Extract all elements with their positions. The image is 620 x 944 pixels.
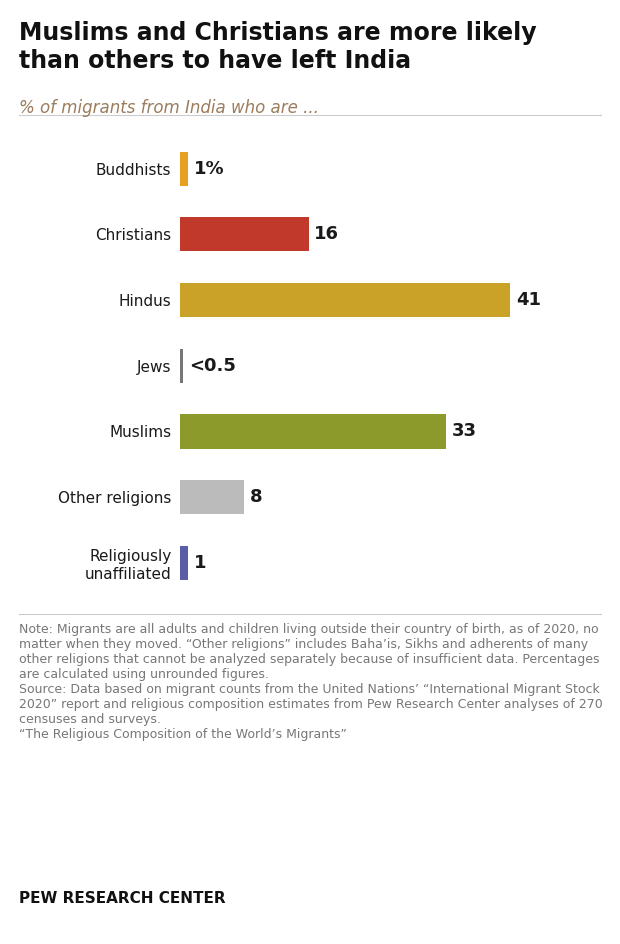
- Text: 8: 8: [250, 488, 262, 506]
- Bar: [180, 152, 188, 186]
- Text: Muslims and Christians are more likely
than others to have left India: Muslims and Christians are more likely t…: [19, 21, 536, 73]
- Bar: [180, 283, 510, 317]
- Bar: [180, 414, 446, 448]
- Text: 33: 33: [451, 423, 476, 441]
- Bar: [180, 217, 309, 251]
- Text: <0.5: <0.5: [188, 357, 236, 375]
- Text: PEW RESEARCH CENTER: PEW RESEARCH CENTER: [19, 891, 225, 906]
- Bar: [180, 348, 183, 383]
- Text: % of migrants from India who are ...: % of migrants from India who are ...: [19, 99, 319, 117]
- Bar: [180, 546, 188, 580]
- Text: 1: 1: [193, 554, 206, 572]
- Text: 1%: 1%: [193, 160, 224, 177]
- Text: Note: Migrants are all adults and children living outside their country of birth: Note: Migrants are all adults and childr…: [19, 623, 603, 741]
- Text: 41: 41: [516, 291, 541, 309]
- Bar: [180, 480, 244, 514]
- Text: 16: 16: [314, 226, 339, 244]
